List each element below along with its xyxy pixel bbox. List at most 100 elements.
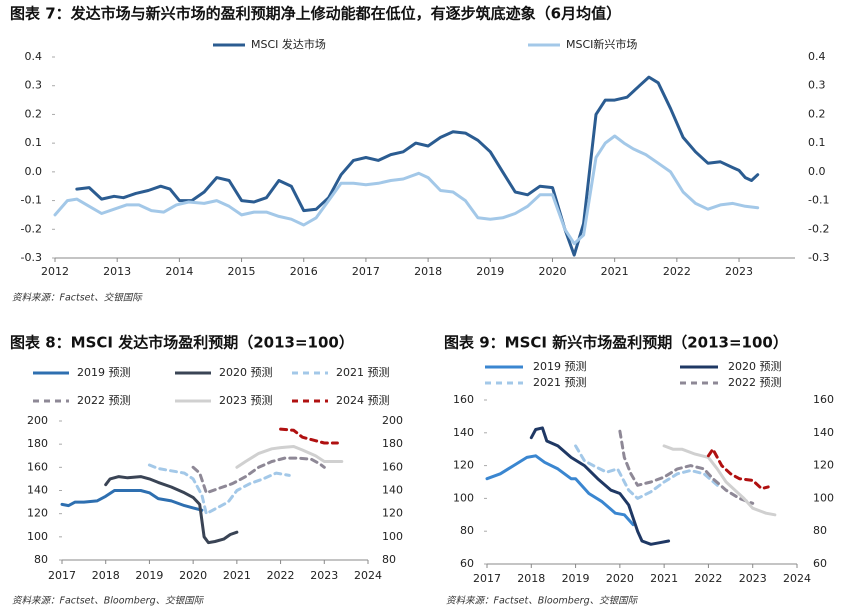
x-tick-label: 2020: [538, 265, 566, 278]
y-tick-label: 140: [453, 426, 474, 439]
series-line: [104, 475, 239, 545]
x-tick-label: 2015: [228, 265, 256, 278]
x-tick-label: 2022: [663, 265, 691, 278]
source-note: 资料来源：Factset、Bloomberg、交银国际: [446, 595, 639, 607]
y-tick-label: 100: [453, 491, 474, 504]
y2-tick-label: 160: [813, 393, 834, 406]
legend-label: 2022 预测: [728, 376, 782, 389]
y-tick-label: -0.1: [21, 194, 42, 207]
y-tick-label: -0.2: [21, 222, 42, 235]
x-tick-label: 2021: [601, 265, 629, 278]
x-tick-label: 2019: [476, 265, 504, 278]
legend-label: 2019 预测: [77, 366, 131, 379]
y2-tick-label: 100: [382, 530, 403, 543]
chart-title: 图表 8：MSCI 发达市场盈利预期（2013=100）: [10, 334, 354, 352]
x-tick-label: 2019: [562, 572, 590, 585]
y2-tick-label: 140: [813, 426, 834, 439]
y2-tick-label: 0.4: [808, 50, 826, 63]
y2-tick-label: 80: [382, 553, 396, 566]
y-tick-label: 160: [453, 393, 474, 406]
x-tick-label: 2016: [290, 265, 318, 278]
y-tick-label: 200: [27, 414, 48, 427]
y2-tick-label: 0.3: [808, 79, 826, 92]
x-tick-label: 2019: [135, 569, 163, 582]
legend-label: MSCI 发达市场: [251, 37, 326, 51]
chart-title: 图表 7：发达市场与新兴市场的盈利预期净上修动能都在低位，有逐步筑底迹象（6月均…: [10, 5, 621, 23]
y-tick-label: 0.0: [25, 165, 43, 178]
series-line: [235, 445, 344, 469]
y2-tick-label: 160: [382, 460, 403, 473]
y2-tick-label: -0.2: [808, 222, 829, 235]
y-tick-label: 100: [27, 530, 48, 543]
x-tick-label: 2022: [267, 569, 295, 582]
legend-label: 2020 预测: [219, 366, 273, 379]
x-tick-label: 2022: [694, 572, 722, 585]
series-line: [662, 444, 777, 517]
x-tick-label: 2014: [165, 265, 193, 278]
x-tick-label: 2023: [725, 265, 753, 278]
series-line: [618, 429, 755, 505]
y2-tick-label: 200: [382, 414, 403, 427]
series-line: [574, 444, 719, 500]
y2-tick-label: 60: [813, 557, 827, 570]
series-line: [75, 75, 760, 257]
x-tick-label: 2020: [606, 572, 634, 585]
y-tick-label: 0.2: [25, 107, 43, 120]
y2-tick-label: 140: [382, 484, 403, 497]
y-tick-label: 140: [27, 484, 48, 497]
y-tick-label: 120: [27, 507, 48, 520]
x-tick-label: 2017: [352, 265, 380, 278]
y2-tick-label: 0.2: [808, 107, 826, 120]
legend-label: 2020 预测: [728, 360, 782, 373]
legend-label: 2023 预测: [219, 394, 273, 407]
y2-tick-label: 100: [813, 491, 834, 504]
y-tick-label: 60: [460, 557, 474, 570]
y-tick-label: 0.4: [25, 50, 43, 63]
series-line: [279, 427, 339, 445]
y-tick-label: 80: [34, 553, 48, 566]
source-note: 资料来源：Factset、Bloomberg、交银国际: [12, 595, 205, 607]
y2-tick-label: -0.3: [808, 251, 829, 264]
legend-label: 2019 预测: [533, 360, 587, 373]
x-tick-label: 2021: [223, 569, 251, 582]
series-line: [529, 426, 671, 546]
series-line: [53, 134, 760, 246]
x-tick-label: 2017: [473, 572, 501, 585]
legend-label: 2021 预测: [533, 376, 587, 389]
x-tick-label: 2017: [48, 569, 76, 582]
y2-tick-label: 120: [382, 507, 403, 520]
series-line: [485, 454, 635, 527]
y-tick-label: 180: [27, 437, 48, 450]
x-tick-label: 2018: [92, 569, 120, 582]
x-tick-label: 2023: [739, 572, 767, 585]
y-tick-label: 120: [453, 459, 474, 472]
legend-label: MSCI新兴市场: [566, 37, 637, 51]
y-tick-label: 0.1: [25, 136, 43, 149]
x-tick-label: 2018: [414, 265, 442, 278]
chart-title: 图表 9：MSCI 新兴市场盈利预期（2013=100）: [444, 334, 788, 352]
x-tick-label: 2012: [41, 265, 69, 278]
y2-tick-label: 80: [813, 524, 827, 537]
source-note: 资料来源：Factset、交银国际: [12, 292, 143, 304]
series-line: [191, 456, 326, 495]
series-line: [147, 463, 291, 516]
x-tick-label: 2023: [310, 569, 338, 582]
y2-tick-label: 0.1: [808, 136, 826, 149]
x-tick-label: 2020: [179, 569, 207, 582]
series-line: [60, 489, 204, 512]
x-tick-label: 2013: [103, 265, 131, 278]
x-tick-label: 2024: [783, 572, 811, 585]
x-tick-label: 2021: [650, 572, 678, 585]
y2-tick-label: 180: [382, 437, 403, 450]
y2-tick-label: -0.1: [808, 194, 829, 207]
x-tick-label: 2024: [354, 569, 382, 582]
y-tick-label: -0.3: [21, 251, 42, 264]
x-tick-label: 2018: [517, 572, 545, 585]
y-tick-label: 80: [460, 524, 474, 537]
legend-label: 2024 预测: [336, 394, 390, 407]
y2-tick-label: 120: [813, 459, 834, 472]
legend-label: 2021 预测: [336, 366, 390, 379]
y2-tick-label: 0.0: [808, 165, 826, 178]
y-tick-label: 160: [27, 460, 48, 473]
